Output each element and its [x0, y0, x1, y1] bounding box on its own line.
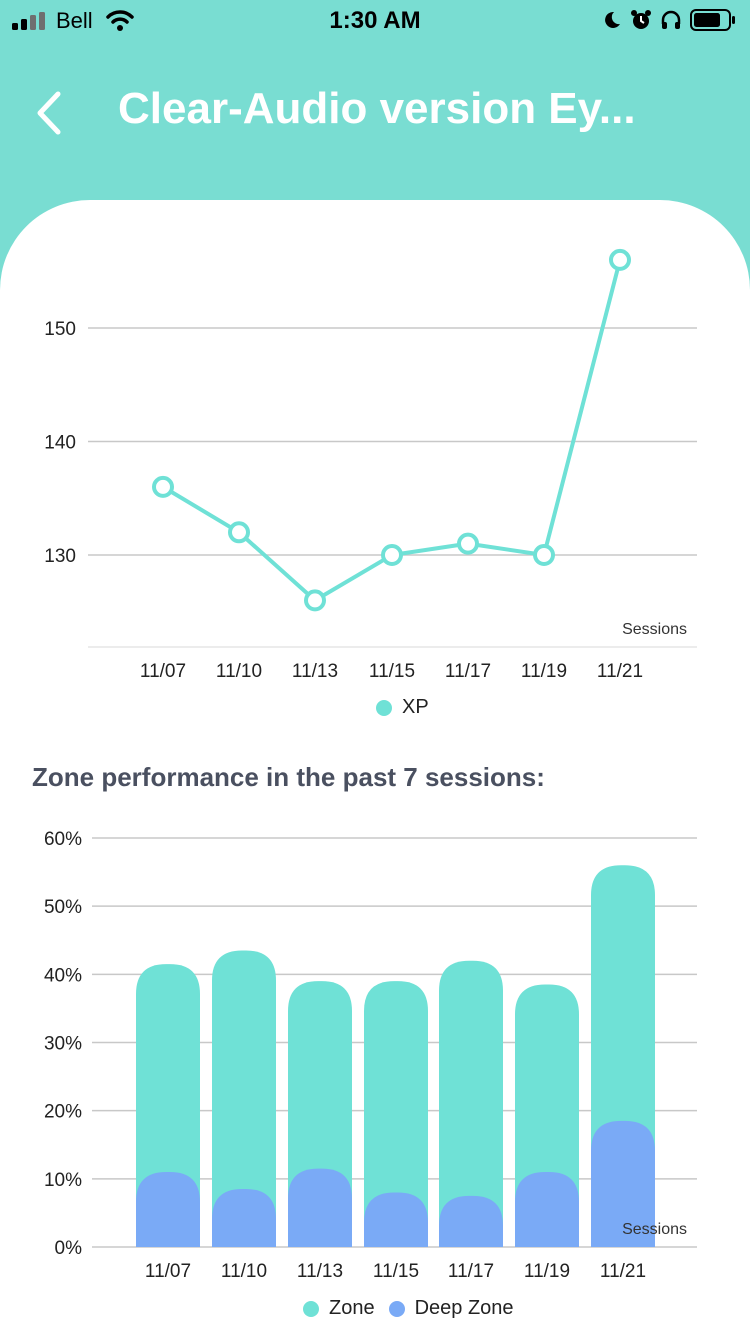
x-tick-label: 11/19 [521, 661, 567, 682]
legend-item-zone: Zone [303, 1297, 375, 1320]
legend-dot-xp [376, 699, 392, 716]
x-tick-label: 11/15 [369, 661, 415, 682]
headphones-icon [661, 10, 681, 29]
alarm-icon [631, 10, 651, 29]
wifi-icon [106, 10, 134, 31]
y-tick-label: 140 [44, 433, 76, 454]
status-icons [602, 8, 736, 32]
legend-label-zone: Zone [329, 1297, 375, 1319]
legend-item-xp: XP [376, 696, 429, 719]
x-tick-label: 11/17 [445, 661, 491, 682]
y-tick-label: 150 [44, 319, 76, 340]
xp-data-point [609, 248, 631, 271]
legend-dot-zone [303, 1300, 319, 1317]
y-tick-label: 130 [44, 546, 76, 567]
x-axis-title: Sessions [622, 621, 687, 638]
x-tick-label: 11/10 [216, 661, 262, 682]
cellular-signal-icon [12, 12, 45, 30]
legend-label-xp: XP [402, 696, 429, 718]
xp-chart-legend: XP [376, 696, 443, 719]
xp-line-chart: 130 140 150 11/07 11/10 11/13 11/15 11/17 11/19 1… [44, 248, 697, 682]
x-tick-label: 11/21 [597, 661, 643, 682]
page-title: Clear-Audio version Ey... [118, 84, 636, 133]
carrier-name: Bell [56, 8, 93, 33]
x-tick-label: 11/07 [140, 661, 186, 682]
x-tick-label: 11/13 [292, 661, 338, 682]
xp-data-point [228, 521, 250, 544]
xp-data-point [381, 544, 403, 566]
status-bar: Bell 1:30 AM [0, 0, 750, 40]
status-time: 1:30 AM [329, 7, 421, 34]
xp-data-point [457, 532, 479, 555]
legend-dot-deep-zone [388, 1300, 405, 1317]
zone-chart-legend: Zone Deep Zone [303, 1297, 528, 1320]
zone-section-title: Zone performance in the past 7 sessions: [32, 762, 545, 792]
moon-icon [605, 11, 620, 28]
battery-icon [690, 9, 735, 31]
xp-data-point [152, 475, 174, 498]
legend-label-deep-zone: Deep Zone [414, 1297, 514, 1319]
xp-data-point [533, 544, 555, 566]
legend-item-deep-zone: Deep Zone [388, 1297, 514, 1320]
back-arrow-icon[interactable] [30, 90, 70, 136]
xp-data-point [304, 589, 326, 612]
